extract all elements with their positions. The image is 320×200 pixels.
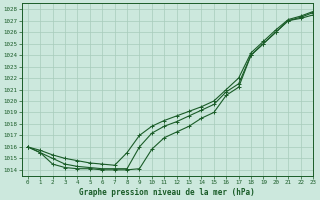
- X-axis label: Graphe pression niveau de la mer (hPa): Graphe pression niveau de la mer (hPa): [79, 188, 255, 197]
